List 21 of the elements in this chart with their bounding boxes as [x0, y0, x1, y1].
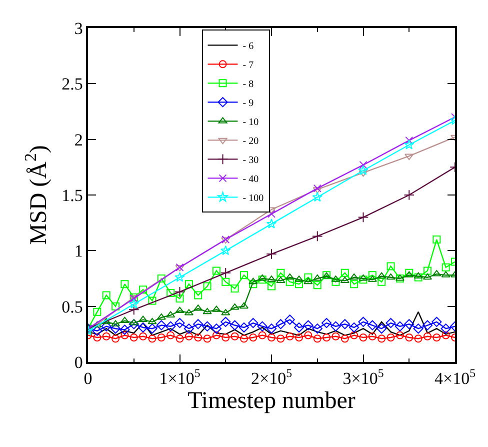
- x-tick-label: 2×10$^{5}$: [250, 366, 292, 388]
- legend-label: - 7: [242, 60, 254, 72]
- y-tick-label: 2.5: [62, 74, 83, 94]
- y-tick-label: 1.5: [62, 186, 83, 205]
- x-tick-label: 3×10$^{5}$: [342, 366, 384, 388]
- x-tick-label: 1×10$^{5}$: [159, 366, 200, 388]
- x-axis-title: Timestep number: [188, 388, 356, 414]
- legend-label: - 9: [242, 98, 254, 110]
- y-tick-label: 2: [74, 130, 83, 150]
- x-tick-label: 4×10$^{5}$: [434, 366, 476, 388]
- legend-label: - 6: [242, 41, 254, 52]
- y-tick-label: 0: [74, 352, 83, 372]
- legend-label: - 30: [242, 155, 259, 166]
- legend-label: - 10: [242, 117, 259, 128]
- legend-label: - 100: [242, 193, 264, 204]
- legend-label: - 8: [242, 79, 254, 90]
- y-tick-label: 1: [74, 242, 83, 261]
- y-tick-label: 3: [74, 18, 83, 38]
- legend-label: - 40: [242, 174, 259, 186]
- legend-label: - 20: [242, 136, 259, 148]
- y-tick-label: 0.5: [62, 297, 83, 316]
